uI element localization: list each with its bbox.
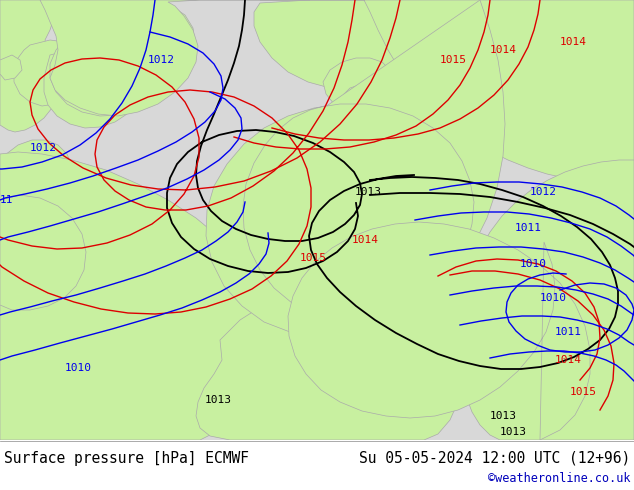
Polygon shape xyxy=(368,74,395,96)
Text: 1010: 1010 xyxy=(540,293,567,303)
Polygon shape xyxy=(0,0,60,132)
Text: ©weatheronline.co.uk: ©weatheronline.co.uk xyxy=(488,471,630,485)
Text: Su 05-05-2024 12:00 UTC (12+96): Su 05-05-2024 12:00 UTC (12+96) xyxy=(359,450,630,465)
Polygon shape xyxy=(288,222,590,440)
Polygon shape xyxy=(0,140,72,208)
Text: 1010: 1010 xyxy=(520,259,547,269)
Text: 1011: 1011 xyxy=(515,223,542,233)
Text: 1012: 1012 xyxy=(530,187,557,197)
Polygon shape xyxy=(206,0,505,336)
Polygon shape xyxy=(14,40,83,106)
Polygon shape xyxy=(323,58,394,111)
Polygon shape xyxy=(0,152,270,440)
Polygon shape xyxy=(0,195,86,310)
Text: 1013: 1013 xyxy=(205,395,232,405)
Text: 1013: 1013 xyxy=(355,187,382,197)
Polygon shape xyxy=(260,0,634,180)
Text: 1012: 1012 xyxy=(30,143,57,153)
Text: Surface pressure [hPa] ECMWF: Surface pressure [hPa] ECMWF xyxy=(4,450,249,465)
Text: 1014: 1014 xyxy=(555,355,582,365)
Text: 1014: 1014 xyxy=(490,45,517,55)
Text: 1015: 1015 xyxy=(440,55,467,65)
Polygon shape xyxy=(0,55,22,80)
Text: 11: 11 xyxy=(0,195,13,205)
Polygon shape xyxy=(50,0,195,116)
Polygon shape xyxy=(344,84,376,108)
Text: 1015: 1015 xyxy=(570,387,597,397)
Polygon shape xyxy=(256,228,350,304)
Polygon shape xyxy=(57,5,82,24)
Polygon shape xyxy=(40,0,310,116)
Text: 1013: 1013 xyxy=(500,427,527,437)
Polygon shape xyxy=(44,50,138,128)
Text: 1014: 1014 xyxy=(560,37,587,47)
Text: 1014: 1014 xyxy=(352,235,379,245)
Polygon shape xyxy=(320,248,480,374)
Text: 1013: 1013 xyxy=(490,411,517,421)
Text: 1012: 1012 xyxy=(148,55,175,65)
Text: 1011: 1011 xyxy=(555,327,582,337)
Polygon shape xyxy=(485,75,516,101)
Polygon shape xyxy=(254,0,458,90)
Polygon shape xyxy=(460,160,634,440)
Text: 1010: 1010 xyxy=(65,363,92,373)
Text: 1015: 1015 xyxy=(300,253,327,263)
Polygon shape xyxy=(196,288,460,440)
